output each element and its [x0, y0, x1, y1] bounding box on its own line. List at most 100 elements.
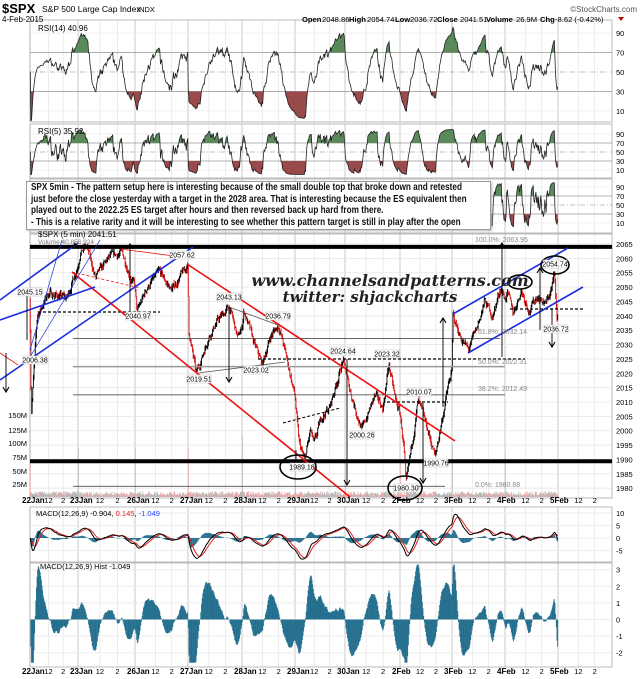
- x-tick-label: 2: [593, 667, 597, 676]
- security-name: S&P 500 Large Cap Index: [42, 4, 141, 14]
- macd-tick-label: -5: [616, 547, 623, 556]
- panel-frames: [29, 19, 613, 668]
- rsi-tick-label: 50: [616, 201, 624, 210]
- price-label-box: [423, 458, 449, 468]
- price-tick-label: 2015: [616, 384, 633, 393]
- target-arrow-up-head: [536, 266, 544, 274]
- rsi5-line: [29, 129, 559, 175]
- stockcharts-credit[interactable]: ©StockCharts.com: [570, 5, 637, 14]
- price-tick-label: 2020: [616, 369, 633, 378]
- volume-tick-label: 125M: [8, 426, 27, 435]
- panel-frame: [29, 233, 613, 499]
- price-label-box: [22, 355, 48, 365]
- note-line: played out to the 2022.25 ES target afte…: [30, 205, 384, 216]
- rsi-tick-label: 50: [616, 68, 624, 77]
- price-tick-label: 2025: [616, 355, 633, 364]
- x-tick-label: 12: [96, 667, 104, 676]
- triangle-line: [228, 306, 279, 326]
- price-tick-label: 2045: [616, 297, 633, 306]
- x-tick-label: 5Feb: [550, 496, 569, 505]
- price-label-box: [243, 365, 269, 375]
- panel-frame: [29, 562, 613, 668]
- panel-frame: [29, 19, 613, 123]
- panel-frame: [29, 123, 613, 179]
- x-tick-label: 2: [540, 667, 544, 676]
- x-tick-label: 12: [362, 496, 370, 505]
- x-tick-label: 12: [574, 667, 582, 676]
- x-tick-label: 2: [434, 667, 438, 676]
- x-tick-label: 12: [44, 496, 52, 505]
- blue-trend-line: [0, 286, 96, 321]
- exchange: INDX: [137, 5, 155, 14]
- fib-label: 61.8%: 2032.14: [478, 329, 527, 336]
- price-label: 1990.76: [423, 461, 448, 468]
- price-label: 2045.15: [17, 290, 42, 297]
- target-arrow-up-head: [126, 242, 134, 250]
- fib-label: 100.0%: 2063.95: [475, 237, 528, 244]
- x-tick-label: 3Feb: [444, 496, 463, 505]
- x-tick-label: 23Jan: [70, 667, 93, 676]
- price-tick-label: 1995: [616, 441, 633, 450]
- macd-tick-label: 10: [616, 509, 624, 518]
- x-tick-label: 12: [416, 496, 424, 505]
- x-tick-label: 30Jan: [337, 667, 360, 676]
- price-tick-label: 2035: [616, 326, 633, 335]
- price-label-box: [169, 250, 195, 260]
- x-tick-label: 3Feb: [444, 667, 463, 676]
- rsi-tick-label: 90: [616, 130, 624, 139]
- price-tick-label: 2065: [616, 240, 633, 249]
- x-tick-label: 12: [310, 496, 318, 505]
- price-tick-label: 2060: [616, 254, 633, 263]
- down-triangle-icon: [618, 17, 624, 21]
- symbol: $SPX: [2, 1, 36, 16]
- volume-tick-label: 75M: [12, 453, 27, 462]
- price-label-box: [17, 287, 43, 297]
- x-tick-label: 2: [170, 496, 174, 505]
- svg-text:Volume: Volume: [486, 15, 513, 24]
- price-tick-label: 2030: [616, 341, 633, 350]
- price-label: $SPX (5 min) 2041.51: [38, 230, 117, 239]
- panel-frame: [29, 506, 613, 563]
- svg-text:2041.51: 2041.51: [460, 15, 487, 24]
- price-label-box: [216, 292, 242, 302]
- rsi14-oversold-fill: [30, 91, 558, 121]
- hist-tick-label: -1: [616, 632, 623, 641]
- price-label: 2023.02: [243, 368, 268, 375]
- macd-line: [29, 513, 559, 560]
- price-label-box: [406, 387, 432, 397]
- fib-label: 0.0%: 1980.68: [475, 482, 520, 489]
- target-arrow-down-head: [548, 341, 556, 349]
- triangle-line: [197, 361, 286, 374]
- x-tick-label: 12: [468, 667, 476, 676]
- x-tick-label: 2: [487, 496, 491, 505]
- axis-labels: 22Jan 12 2 23Jan 12 2 26Jan 12 2 27Jan 12 2 28Jan 12 2…: [8, 29, 632, 676]
- target-arrow-up-head: [498, 241, 506, 249]
- target-arrow-down-head: [2, 386, 10, 394]
- x-tick-label: 12: [205, 667, 213, 676]
- rsi-tick-label: 30: [616, 157, 624, 166]
- price-label-box: [330, 346, 356, 356]
- price-label: 2010.07: [406, 390, 431, 397]
- price-label: 2006.38: [22, 358, 47, 365]
- blue-channel-upper: [452, 247, 569, 315]
- rsi-tick-label: 10: [616, 107, 624, 116]
- price-label: 2036.79: [265, 314, 290, 321]
- rsi-tick-label: 10: [616, 166, 624, 175]
- price-label: 1989.18: [289, 465, 314, 472]
- x-tick-label: 30Jan: [337, 496, 360, 505]
- x-tick-label: 2: [61, 667, 65, 676]
- x-tick-label: 12: [310, 667, 318, 676]
- watermark-website: www.channelsandpatterns.com: [251, 271, 528, 290]
- price-label-box: [393, 483, 419, 493]
- rsi-tick-label: 30: [616, 210, 624, 219]
- watermark-twitter: twitter: shjackcharts: [283, 288, 458, 306]
- x-tick-label: 2Feb: [392, 667, 411, 676]
- x-tick-label: 2: [381, 667, 385, 676]
- x-tick-label: 28Jan: [234, 496, 257, 505]
- volume-tick-label: 150M: [8, 411, 27, 420]
- red-channel-lower: [71, 271, 351, 498]
- x-tick-label: 12: [258, 496, 266, 505]
- price-label-box: [289, 462, 315, 472]
- highlight-ellipse: [279, 454, 317, 480]
